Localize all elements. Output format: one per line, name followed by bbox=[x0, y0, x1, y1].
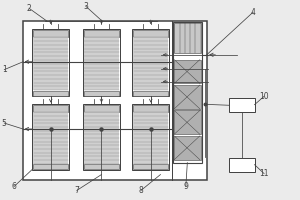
Bar bbox=[83, 29, 120, 96]
Text: 5: 5 bbox=[2, 119, 7, 128]
Bar bbox=[133, 105, 168, 112]
Bar bbox=[174, 85, 201, 109]
Bar bbox=[133, 164, 168, 169]
Bar bbox=[133, 37, 168, 90]
Text: 6: 6 bbox=[12, 182, 16, 191]
Text: 11: 11 bbox=[259, 169, 269, 178]
Bar bbox=[173, 22, 202, 163]
Text: 1: 1 bbox=[2, 65, 7, 74]
Bar bbox=[229, 98, 254, 112]
Bar bbox=[132, 29, 170, 96]
Bar bbox=[133, 91, 168, 96]
Text: 10: 10 bbox=[259, 92, 269, 101]
Bar bbox=[83, 104, 120, 170]
Bar bbox=[33, 37, 68, 90]
Bar bbox=[33, 105, 68, 112]
Bar bbox=[33, 30, 68, 37]
Text: 2: 2 bbox=[27, 4, 32, 13]
Bar bbox=[174, 110, 201, 134]
Text: 8: 8 bbox=[139, 186, 143, 195]
Bar bbox=[33, 91, 68, 96]
Bar bbox=[84, 37, 119, 90]
Bar bbox=[133, 112, 168, 164]
Bar bbox=[174, 60, 201, 83]
Bar bbox=[84, 30, 119, 37]
Text: 4: 4 bbox=[250, 8, 256, 17]
Text: 9: 9 bbox=[183, 182, 188, 191]
Bar bbox=[32, 104, 69, 170]
Bar bbox=[174, 23, 201, 53]
Bar bbox=[84, 105, 119, 112]
Bar bbox=[84, 91, 119, 96]
Bar bbox=[32, 29, 69, 96]
Bar bbox=[133, 30, 168, 37]
Bar bbox=[229, 158, 254, 172]
Bar bbox=[33, 112, 68, 164]
Bar bbox=[33, 164, 68, 169]
Bar bbox=[174, 136, 201, 160]
Bar bbox=[84, 164, 119, 169]
Bar bbox=[84, 112, 119, 164]
Bar bbox=[132, 104, 170, 170]
Bar bbox=[23, 21, 207, 180]
Text: 7: 7 bbox=[74, 186, 79, 195]
Text: 3: 3 bbox=[83, 2, 88, 11]
